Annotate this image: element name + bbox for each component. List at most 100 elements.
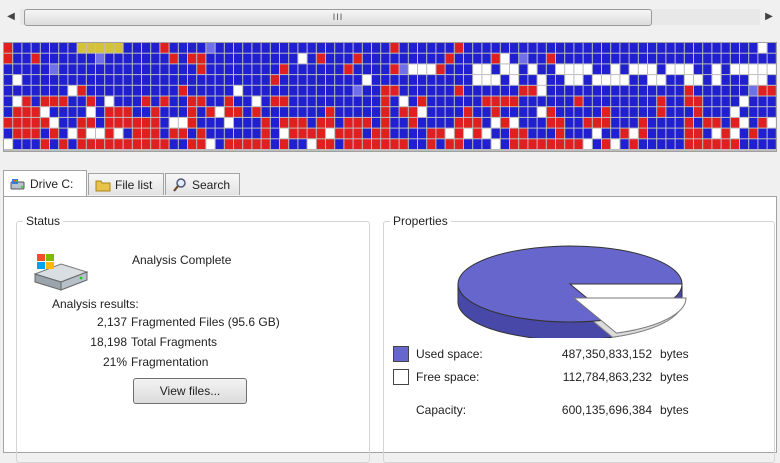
cluster-cell [556, 96, 565, 107]
cluster-cell [344, 85, 353, 96]
cluster-cell [491, 43, 500, 53]
cluster-cell [307, 96, 316, 107]
cluster-cell [730, 75, 739, 85]
cluster-cell [178, 117, 187, 128]
cluster-cell [620, 96, 629, 107]
tab-file-list[interactable]: File list [88, 173, 164, 195]
cluster-cell [629, 139, 638, 149]
cluster-cell [13, 64, 22, 75]
cluster-cell [381, 53, 390, 64]
cluster-cell [261, 43, 270, 53]
tab-search[interactable]: Search [165, 173, 240, 195]
cluster-cell [565, 128, 574, 139]
cluster-cell [519, 64, 528, 75]
scrollbar-thumb[interactable]: III [24, 9, 652, 26]
cluster-cell [381, 139, 390, 149]
cluster-cell [353, 128, 362, 139]
cluster-cell [464, 128, 473, 139]
cluster-cell [730, 43, 739, 53]
cluster-cell [500, 75, 509, 85]
free-space-value: 112,784,863,232 [562, 370, 652, 384]
cluster-cell [298, 43, 307, 53]
cluster-cell [556, 85, 565, 96]
cluster-cell [675, 85, 684, 96]
tab-drive-c[interactable]: Drive C: [3, 170, 87, 196]
cluster-cell [408, 107, 417, 117]
cluster-cell [197, 53, 206, 64]
cluster-cell [749, 107, 758, 117]
cluster-cell [473, 75, 482, 85]
cluster-cell [96, 64, 105, 75]
cluster-cell [298, 53, 307, 64]
cluster-cell [362, 128, 371, 139]
scrollbar-track[interactable]: III [20, 9, 760, 26]
cluster-cell [307, 64, 316, 75]
cluster-cell [123, 128, 132, 139]
cluster-cell [261, 117, 270, 128]
cluster-cell [427, 139, 436, 149]
scroll-left-arrow-icon[interactable]: ◀ [7, 11, 15, 22]
cluster-cell [178, 75, 187, 85]
horizontal-scrollbar[interactable]: ◀ III ▶ [0, 0, 780, 34]
scroll-right-arrow-icon[interactable]: ▶ [765, 11, 773, 22]
cluster-cell [280, 53, 289, 64]
cluster-cell [721, 43, 730, 53]
cluster-cell [749, 64, 758, 75]
cluster-cell [307, 139, 316, 149]
cluster-cell [703, 53, 712, 64]
cluster-cell [372, 139, 381, 149]
result-label: Total Fragments [131, 335, 218, 349]
cluster-cell [261, 64, 270, 75]
cluster-cell [418, 53, 427, 64]
cluster-cell [344, 53, 353, 64]
cluster-cell [243, 96, 252, 107]
cluster-cell [767, 107, 776, 117]
cluster-cell [77, 53, 86, 64]
cluster-cell [583, 43, 592, 53]
cluster-cell [694, 117, 703, 128]
cluster-cell [381, 107, 390, 117]
cluster-cell [565, 64, 574, 75]
cluster-cell [740, 64, 749, 75]
cluster-cell [114, 75, 123, 85]
cluster-cell [289, 117, 298, 128]
cluster-cell [132, 64, 141, 75]
cluster-cell [684, 107, 693, 117]
cluster-cell [473, 139, 482, 149]
cluster-cell [335, 139, 344, 149]
cluster-cell [675, 75, 684, 85]
cluster-cell [372, 117, 381, 128]
cluster-cell [611, 53, 620, 64]
cluster-cell [519, 75, 528, 85]
cluster-cell [160, 64, 169, 75]
cluster-cell [657, 75, 666, 85]
cluster-cell [132, 96, 141, 107]
cluster-cell [666, 107, 675, 117]
cluster-cell [399, 85, 408, 96]
cluster-cell [142, 139, 151, 149]
cluster-cell [500, 107, 509, 117]
cluster-cell [224, 139, 233, 149]
cluster-cell [740, 75, 749, 85]
view-files-button[interactable]: View files... [133, 378, 247, 404]
cluster-cell [418, 96, 427, 107]
cluster-cell [362, 117, 371, 128]
cluster-cell [169, 53, 178, 64]
cluster-cell [712, 96, 721, 107]
cluster-cell [519, 43, 528, 53]
cluster-cell [151, 117, 160, 128]
cluster-cell [96, 107, 105, 117]
cluster-cell [445, 139, 454, 149]
cluster-cell [77, 107, 86, 117]
cluster-cell [399, 117, 408, 128]
cluster-cell [188, 53, 197, 64]
cluster-cell [602, 117, 611, 128]
cluster-cell [510, 85, 519, 96]
cluster-cell [390, 75, 399, 85]
cluster-cell [160, 107, 169, 117]
cluster-cell [583, 117, 592, 128]
cluster-cell [77, 139, 86, 149]
cluster-cell [399, 43, 408, 53]
cluster-cell [583, 128, 592, 139]
cluster-cell [473, 64, 482, 75]
